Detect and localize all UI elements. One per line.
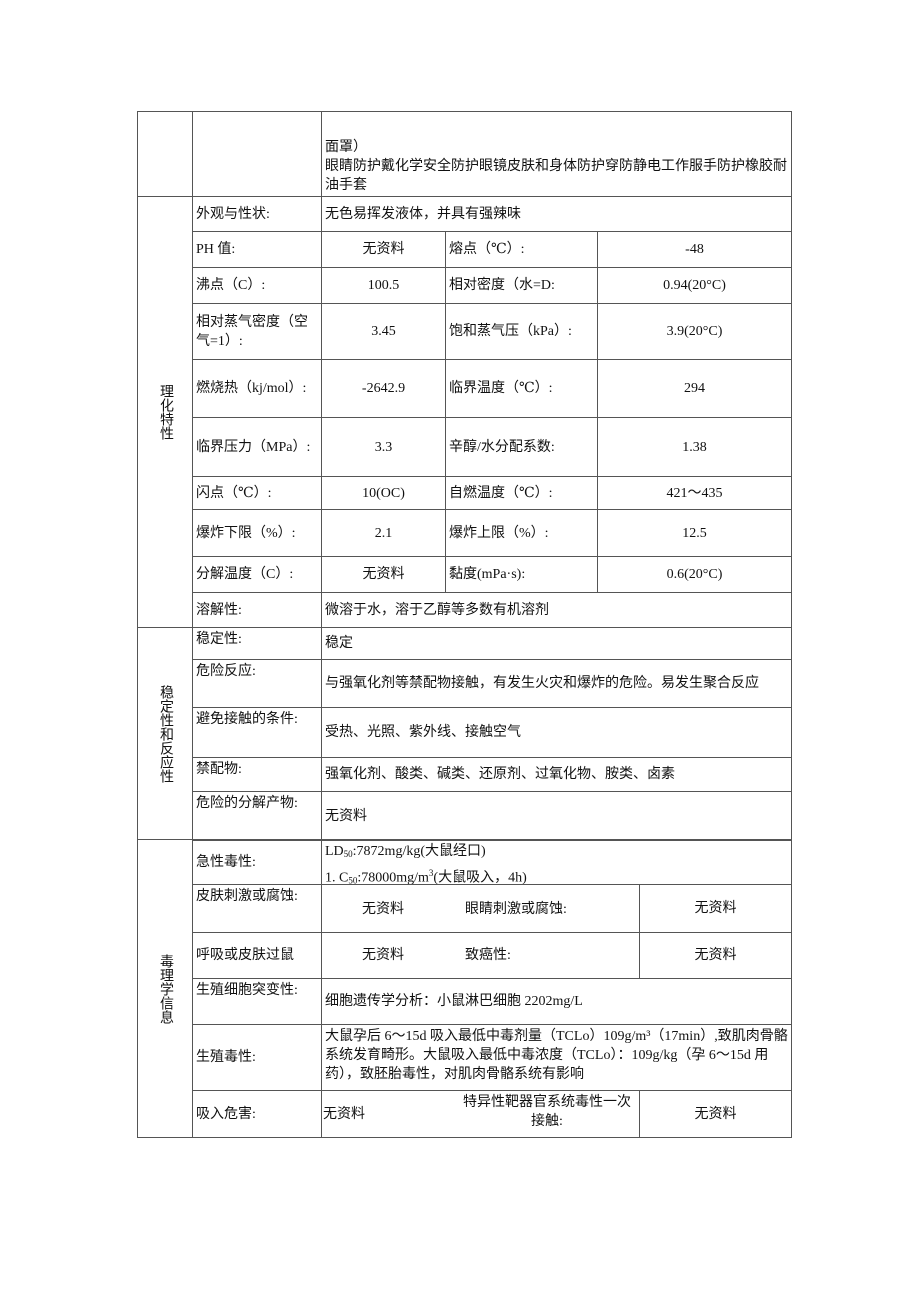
stability-label: 危险反应: [192, 659, 322, 708]
stability-value: 稳定 [321, 627, 792, 660]
eye-value: 无资料 [639, 884, 792, 933]
skin-value: 无资料 [362, 902, 404, 917]
property-value: 无资料 [321, 231, 446, 268]
appearance-label: 外观与性状: [192, 196, 322, 232]
stability-label: 禁配物: [192, 757, 322, 792]
stability-label: 避免接触的条件: [192, 707, 322, 758]
aspiration-value: 无资料 [323, 1107, 365, 1122]
property-label: 熔点（℃）: [445, 231, 598, 268]
stability-section-title: 稳定性和反应性 [137, 627, 193, 840]
property-value: 2.1 [321, 509, 446, 557]
appearance-value: 无色易挥发液体，并具有强辣味 [321, 196, 792, 232]
respiratory-value: 无资料 [362, 948, 404, 963]
stability-value: 受热、光照、紫外线、接触空气 [321, 707, 792, 758]
property-label: 临界温度（℃）: [445, 359, 598, 418]
property-value: 3.45 [321, 303, 446, 360]
property-value: 0.6(20°C) [597, 556, 792, 593]
acute-toxicity-value: LD50:7872mg/kg(大鼠经口) 1. C50:78000mg/m3(大… [321, 839, 792, 885]
skin-label: 皮肤刺激或腐蚀: [192, 884, 322, 933]
property-label: 相对蒸气密度（空气=1）: [192, 303, 322, 360]
property-label: 闪点（℃）: [192, 476, 322, 510]
resp-mid-cell: 无资料 致癌性: [321, 932, 640, 979]
property-value: 100.5 [321, 267, 446, 304]
toxicology-section-title: 毒理学信息 [137, 839, 193, 1138]
carcinogenicity-value: 无资料 [639, 932, 792, 979]
physchem-section-title: 理化特性 [137, 196, 193, 628]
carcinogenicity-label: 致癌性: [465, 948, 511, 963]
stability-label: 稳定性: [192, 627, 322, 660]
property-label: 相对密度（水=D: [445, 267, 598, 304]
skin-mid-cell: 无资料 眼睛刺激或腐蚀: [321, 884, 640, 933]
eye-label: 眼睛刺激或腐蚀: [465, 902, 567, 917]
property-value: -48 [597, 231, 792, 268]
stability-value: 强氧化剂、酸类、碱类、还原剂、过氧化物、胺类、卤素 [321, 757, 792, 792]
reproductive-label: 生殖毒性: [192, 1024, 322, 1091]
germ-cell-value: 细胞遗传学分析：小鼠淋巴细胞 2202mg/L [321, 978, 792, 1025]
property-label: 爆炸下限（%）: [192, 509, 322, 557]
property-value: 10(OC) [321, 476, 446, 510]
property-value: 294 [597, 359, 792, 418]
property-value: 421～435 [597, 476, 792, 510]
property-value: 无资料 [321, 556, 446, 593]
stability-label: 危险的分解产物: [192, 791, 322, 841]
stability-value: 无资料 [321, 791, 792, 841]
aspiration-label: 吸入危害: [192, 1090, 322, 1138]
property-value: 12.5 [597, 509, 792, 557]
property-label: 沸点（C）: [192, 267, 322, 304]
property-label: 辛醇/水分配系数: [445, 417, 598, 477]
property-label: 饱和蒸气压（kPa）: [445, 303, 598, 360]
property-label: 黏度(mPa·s): [445, 556, 598, 593]
property-value: 1.38 [597, 417, 792, 477]
reproductive-value: 大鼠孕后 6～15d 吸入最低中毒剂量（TCLo）109g/m³（17min）,… [321, 1024, 792, 1091]
property-label: 临界压力（MPa）: [192, 417, 322, 477]
stot-label: 特异性靶器官系统毒性一次接触: [463, 1095, 631, 1129]
aspiration-mid-cell: 无资料 特异性靶器官系统毒性一次接触: [321, 1090, 640, 1138]
property-value: 3.3 [321, 417, 446, 477]
property-label: PH 值: [192, 231, 322, 268]
property-value: 0.94(20°C) [597, 267, 792, 304]
property-label: 爆炸上限（%）: [445, 509, 598, 557]
property-value: -2642.9 [321, 359, 446, 418]
property-label: 自燃温度（℃）: [445, 476, 598, 510]
property-label: 燃烧热（kj/mol）: [192, 359, 322, 418]
stability-value: 与强氧化剂等禁配物接触，有发生火灾和爆炸的危险。易发生聚合反应 [321, 659, 792, 708]
property-value: 3.9(20°C) [597, 303, 792, 360]
stot-value: 无资料 [639, 1090, 792, 1138]
solubility-value: 微溶于水，溶于乙醇等多数有机溶剂 [321, 592, 792, 628]
ppe-section-cell [137, 111, 193, 197]
solubility-label: 溶解性: [192, 592, 322, 628]
property-label: 分解温度（C）: [192, 556, 322, 593]
respiratory-label: 呼吸或皮肤过鼠 [192, 932, 322, 979]
ppe-line1: 面罩） [325, 140, 367, 155]
ppe-line2: 眼睛防护戴化学安全防护眼镜皮肤和身体防护穿防静电工作服手防护橡胶耐油手套 [325, 159, 787, 193]
ppe-label-cell [192, 111, 322, 197]
ppe-value-cell: 面罩） 眼睛防护戴化学安全防护眼镜皮肤和身体防护穿防静电工作服手防护橡胶耐油手套 [321, 111, 792, 197]
germ-cell-label: 生殖细胞突变性: [192, 978, 322, 1025]
acute-toxicity-label: 急性毒性: [192, 839, 322, 885]
